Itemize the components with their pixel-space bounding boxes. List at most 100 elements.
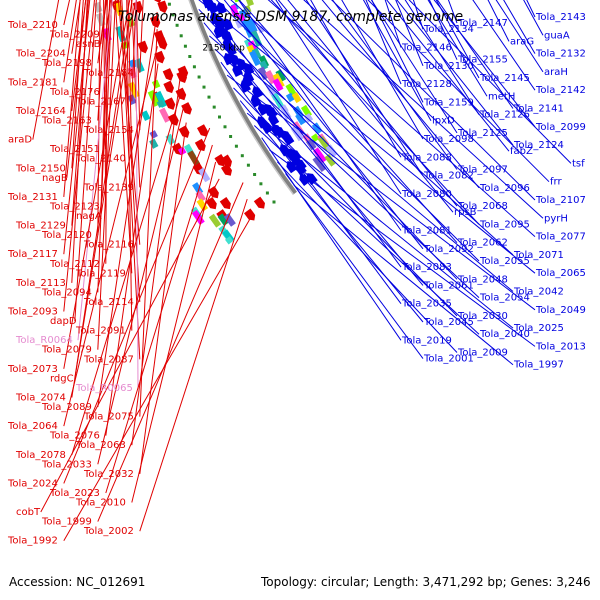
gene-label[interactable]: Tola_2023 bbox=[49, 488, 100, 499]
gene-label[interactable]: Tola_2167 bbox=[75, 96, 126, 107]
gene-label[interactable]: Tola_2097 bbox=[457, 165, 508, 176]
gene-label[interactable]: Tola_1999 bbox=[41, 517, 92, 528]
gene-label[interactable]: Tola_2089 bbox=[41, 402, 92, 413]
gene-label[interactable]: Tola_R0065 bbox=[75, 383, 133, 394]
gene-label[interactable]: Tola_2061 bbox=[423, 280, 474, 291]
gene-label[interactable]: Tola_2128 bbox=[401, 79, 452, 90]
gene-label[interactable]: araG bbox=[510, 36, 534, 47]
gene-label[interactable]: Tola_2143 bbox=[535, 12, 586, 23]
gene-label[interactable]: Tola_2001 bbox=[423, 354, 474, 365]
gene-label[interactable]: Tola_2116 bbox=[83, 240, 134, 251]
gene-label[interactable]: Tola_2119 bbox=[75, 268, 126, 279]
gene-label[interactable]: Tola_2055 bbox=[479, 256, 530, 267]
gene-label[interactable]: araD bbox=[8, 135, 32, 146]
gene-label[interactable]: dapD bbox=[50, 316, 77, 327]
gene-label[interactable]: Tola_2130 bbox=[423, 61, 474, 72]
gene-label[interactable]: Tola_2032 bbox=[83, 469, 134, 480]
gene-label[interactable]: Tola_2048 bbox=[457, 274, 508, 285]
gene-label[interactable]: Tola_2082 bbox=[423, 171, 474, 182]
gene-label[interactable]: Tola_2062 bbox=[457, 238, 508, 249]
gene-label[interactable]: Tola_2181 bbox=[7, 77, 58, 88]
gene-label[interactable]: Tola_2074 bbox=[15, 393, 66, 404]
gene-label[interactable]: Tola_2076 bbox=[49, 431, 100, 442]
gene-label[interactable]: guaA bbox=[544, 30, 570, 41]
gene-label[interactable]: rdgC bbox=[50, 373, 74, 384]
gene-label[interactable]: Tola_2098 bbox=[423, 134, 474, 145]
gene-label[interactable]: Tola_2139 bbox=[83, 182, 134, 193]
gene-label[interactable]: Tola_2081 bbox=[401, 226, 452, 237]
gene-label[interactable]: Tola_2080 bbox=[401, 189, 452, 200]
gene-label[interactable]: Tola_2142 bbox=[535, 85, 586, 96]
gene-label[interactable]: Tola_2002 bbox=[83, 526, 134, 537]
gene-label[interactable]: Tola_2030 bbox=[457, 311, 508, 322]
gene-label[interactable]: Tola_2075 bbox=[83, 412, 134, 423]
gene-label[interactable]: nagB bbox=[42, 173, 68, 184]
gene-label[interactable]: Tola_2132 bbox=[535, 49, 586, 60]
gene-label[interactable]: Tola_2033 bbox=[41, 459, 92, 470]
gene-label[interactable]: Tola_2126 bbox=[479, 110, 530, 121]
gene-label[interactable]: Tola_2176 bbox=[49, 87, 100, 98]
gene-label[interactable]: Tola_2123 bbox=[49, 202, 100, 213]
gene-label[interactable]: Tola_2091 bbox=[75, 326, 126, 337]
gene-label[interactable]: Tola_1992 bbox=[7, 536, 58, 547]
gene-label[interactable]: Tola_2092 bbox=[423, 244, 474, 255]
gene-label[interactable]: Tola_2096 bbox=[479, 183, 530, 194]
gene-label[interactable]: fabZ bbox=[510, 146, 533, 157]
gene-label[interactable]: metH bbox=[488, 91, 515, 102]
gene-label[interactable]: Tola_2155 bbox=[457, 55, 508, 66]
gene-label[interactable]: Tola_2141 bbox=[513, 104, 564, 115]
gene-label[interactable]: Tola_2054 bbox=[479, 293, 530, 304]
gene-label[interactable]: frr bbox=[550, 177, 562, 188]
gene-label[interactable]: Tola_2129 bbox=[15, 221, 66, 232]
gene-label[interactable]: Tola_2088 bbox=[401, 152, 452, 163]
gene-label[interactable]: Tola_2078 bbox=[15, 450, 66, 461]
gene-label[interactable]: Tola_2009 bbox=[457, 348, 508, 359]
gene-label[interactable]: Tola_2064 bbox=[7, 421, 58, 432]
gene-label[interactable]: Tola_2024 bbox=[7, 478, 58, 489]
gene-label[interactable]: Tola_2068 bbox=[457, 201, 508, 212]
gene-label[interactable]: Tola_2131 bbox=[7, 192, 58, 203]
gene-label[interactable]: Tola_2140 bbox=[75, 154, 126, 165]
gene-label[interactable]: Tola_2079 bbox=[41, 345, 92, 356]
gene-label[interactable]: Tola_2117 bbox=[7, 249, 58, 260]
gene-label[interactable]: Tola_2159 bbox=[423, 97, 474, 108]
gene-label[interactable]: Tola_2094 bbox=[41, 287, 92, 298]
gene-label[interactable]: asnB bbox=[76, 39, 101, 50]
gene-label[interactable]: lpxD bbox=[432, 116, 455, 127]
gene-label[interactable]: Tola_2184 bbox=[83, 68, 134, 79]
gene-label[interactable]: Tola_2093 bbox=[7, 307, 58, 318]
gene-label[interactable]: Tola_2151 bbox=[49, 144, 100, 155]
gene-label[interactable]: Tola_2063 bbox=[75, 440, 126, 451]
gene-label[interactable]: Tola_2125 bbox=[457, 128, 508, 139]
gene-label[interactable]: Tola_2035 bbox=[401, 299, 452, 310]
gene-label[interactable]: Tola_2147 bbox=[457, 18, 508, 29]
gene-label[interactable]: Tola_2010 bbox=[75, 498, 126, 509]
gene-label[interactable]: Tola_2049 bbox=[535, 305, 586, 316]
gene-label[interactable]: Tola_2071 bbox=[513, 250, 564, 261]
gene-label[interactable]: Tola_2019 bbox=[401, 335, 452, 346]
gene-label[interactable]: Tola_2204 bbox=[15, 49, 66, 60]
gene-label[interactable]: Tola_2163 bbox=[41, 116, 92, 127]
gene-label[interactable]: Tola_2210 bbox=[7, 20, 58, 31]
gene-label[interactable]: Tola_2134 bbox=[423, 24, 474, 35]
gene-label[interactable]: Tola_2073 bbox=[7, 364, 58, 375]
gene-label[interactable]: Tola_2025 bbox=[513, 323, 564, 334]
gene-label[interactable]: pyrH bbox=[544, 213, 568, 224]
gene-label[interactable]: Tola_2045 bbox=[423, 317, 474, 328]
gene-label[interactable]: Tola_2154 bbox=[83, 125, 134, 136]
gene-label[interactable]: Tola_2083 bbox=[401, 262, 452, 273]
gene-label[interactable]: Tola_R0064 bbox=[15, 335, 73, 346]
gene-label[interactable]: Tola_2042 bbox=[513, 287, 564, 298]
gene-label[interactable]: Tola_2087 bbox=[83, 354, 134, 365]
gene-label[interactable]: Tola_2124 bbox=[513, 140, 564, 151]
gene-label[interactable]: Tola_2113 bbox=[15, 278, 66, 289]
gene-label[interactable]: Tola_2112 bbox=[49, 259, 100, 270]
gene-label[interactable]: Tola_2150 bbox=[15, 163, 66, 174]
gene-label[interactable]: Tola_2095 bbox=[479, 219, 530, 230]
gene-label[interactable]: Tola_2040 bbox=[479, 329, 530, 340]
gene-label[interactable]: cobT bbox=[16, 507, 41, 518]
gene-label[interactable]: Tola_2107 bbox=[535, 195, 586, 206]
gene-label[interactable]: Tola_2077 bbox=[535, 232, 586, 243]
gene-label[interactable]: rpsB bbox=[454, 207, 477, 218]
gene-label[interactable]: Tola_2209 bbox=[49, 30, 100, 41]
